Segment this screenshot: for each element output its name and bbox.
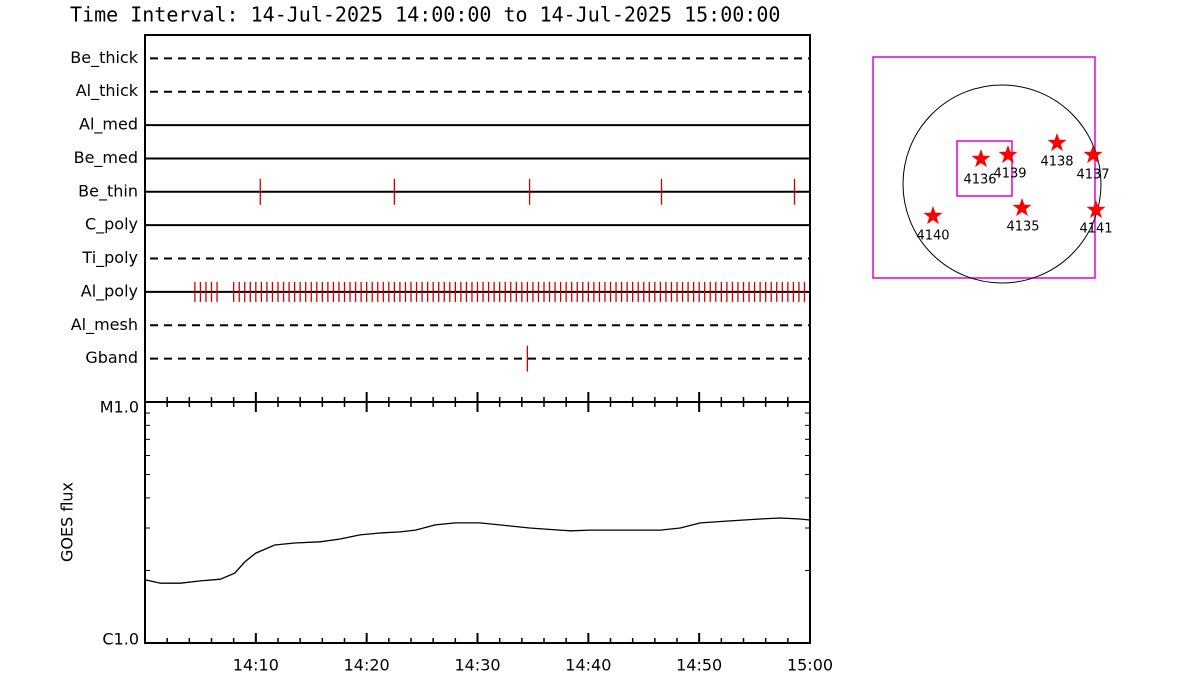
region-star [998, 145, 1018, 164]
row-label: Al_med [79, 115, 138, 135]
region-label: 4139 [993, 167, 1026, 182]
x-tick-label: 14:50 [676, 656, 722, 675]
region-label: 4141 [1079, 222, 1112, 237]
timeline-frame [144, 34, 811, 403]
row-label: Al_thick [76, 81, 139, 101]
region-star [1047, 133, 1067, 152]
region-star [1012, 198, 1032, 217]
row-label: Be_med [74, 148, 138, 168]
region-star [923, 206, 943, 225]
x-tick-label: 15:00 [787, 656, 833, 675]
row-label: Be_thick [70, 48, 138, 68]
y-tick-label: C1.0 [102, 630, 139, 649]
region-label: 4138 [1040, 155, 1073, 170]
region-label: 4135 [1006, 220, 1039, 235]
row-label: Ti_poly [81, 248, 138, 268]
region-label: 4136 [963, 173, 996, 188]
y-tick-label: M1.0 [100, 398, 139, 417]
x-tick-label: 14:30 [454, 656, 500, 675]
region-label: 4140 [916, 229, 949, 244]
region-star [1083, 145, 1103, 164]
chart-title: Time Interval: 14-Jul-2025 14:00:00 to 1… [70, 3, 780, 27]
row-label: C_poly [85, 215, 138, 235]
row-label: Gband [85, 348, 138, 367]
x-tick-label: 14:40 [565, 656, 611, 675]
solar-limb [902, 84, 1102, 284]
x-tick-label: 14:20 [344, 656, 390, 675]
y-axis-label: GOES flux [58, 482, 77, 562]
fov-box [956, 140, 1013, 197]
region-star [971, 149, 991, 168]
goes-line [144, 517, 811, 584]
row-label: Be_thin [78, 181, 138, 201]
row-label: Al_poly [81, 281, 138, 301]
x-tick-label: 14:10 [233, 656, 279, 675]
region-label: 4137 [1076, 168, 1109, 183]
map-box [872, 56, 1096, 279]
row-label: Al_mesh [71, 315, 138, 335]
region-star [1086, 200, 1106, 219]
